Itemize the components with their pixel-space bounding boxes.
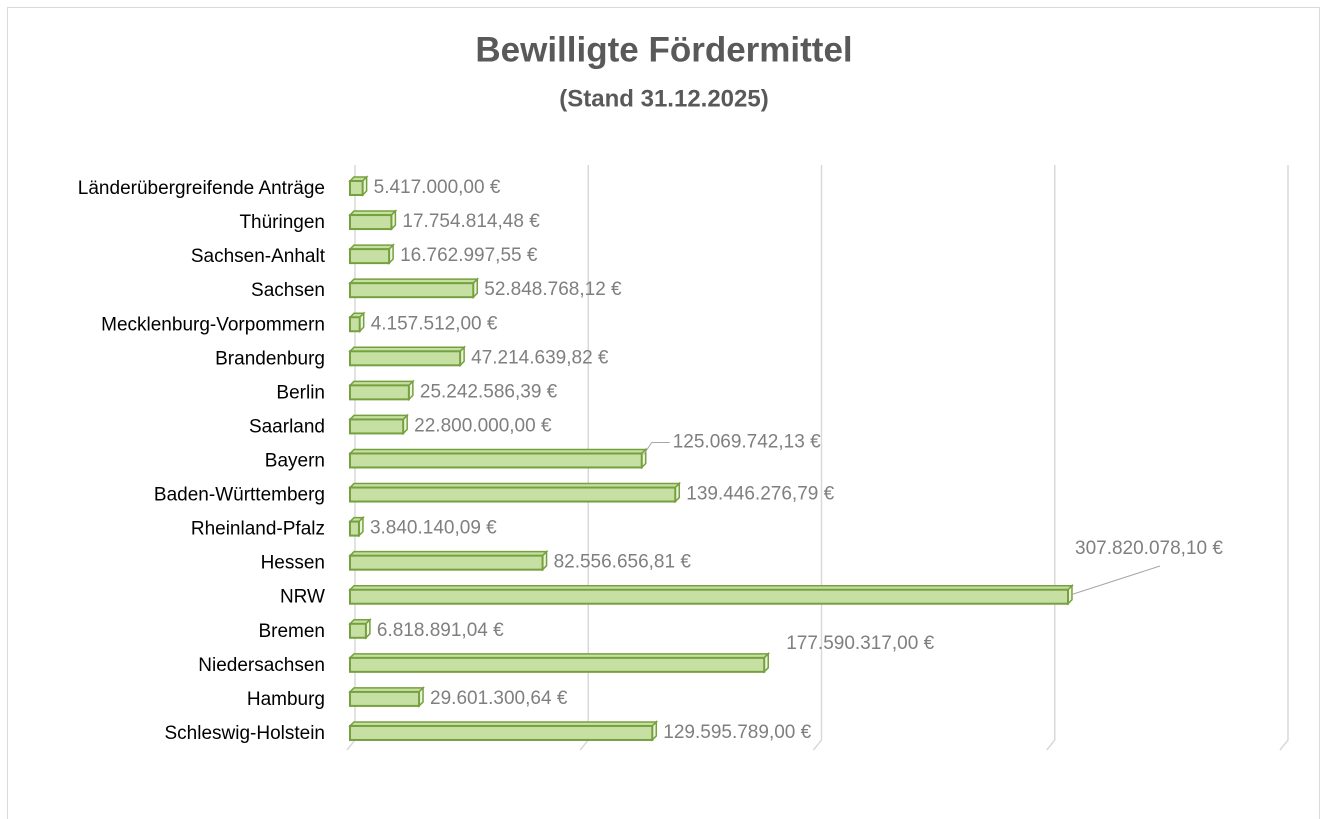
leader-line	[643, 441, 670, 455]
bar-front	[349, 180, 364, 196]
y-tick-label: Berlin	[276, 382, 325, 403]
bar	[348, 447, 648, 470]
value-label: 82.556.656,81 €	[554, 552, 692, 573]
bar-front	[349, 452, 643, 469]
value-label: 139.446.276,79 €	[686, 484, 834, 505]
value-label: 25.242.586,39 €	[420, 381, 558, 402]
y-tick-label: Thüringen	[239, 212, 325, 233]
bar	[348, 652, 771, 674]
value-label: 29.601.300,64 €	[430, 688, 568, 709]
bar-front	[349, 622, 367, 639]
bar-front	[349, 384, 410, 401]
y-tick-label: Niedersachsen	[198, 655, 325, 676]
chart-title: Bewilligte Fördermittel	[475, 30, 852, 69]
value-label: 129.595.789,00 €	[663, 722, 811, 743]
value-label: 5.417.000,00 €	[374, 177, 501, 198]
bar	[348, 175, 369, 197]
bar	[348, 277, 480, 299]
y-tick-label: Mecklenburg-Vorpommern	[101, 314, 325, 335]
y-tick-label: Brandenburg	[215, 348, 325, 369]
grid-line	[1046, 165, 1056, 751]
value-label: 47.214.639,82 €	[471, 347, 609, 368]
bar	[348, 209, 398, 231]
bar-front	[349, 316, 361, 333]
chart-subtitle: (Stand 31.12.2025)	[559, 85, 768, 112]
bar	[348, 583, 1074, 606]
bar	[348, 481, 682, 504]
value-label: 3.840.140,09 €	[370, 518, 497, 539]
y-tick-label: Baden-Württemberg	[154, 485, 325, 506]
bar-front	[349, 656, 766, 673]
grid-line	[1279, 165, 1289, 751]
value-label: 4.157.512,00 €	[371, 313, 498, 334]
bar	[348, 549, 549, 572]
value-label: 52.848.768,12 €	[484, 279, 622, 300]
bar-front	[349, 690, 421, 707]
bar-front	[349, 520, 360, 537]
y-tick-label: Bremen	[258, 621, 325, 642]
value-label: 17.754.814,48 €	[402, 211, 540, 232]
bar-front	[349, 248, 391, 265]
y-tick-label: NRW	[280, 587, 325, 608]
bar	[348, 243, 395, 265]
bar	[348, 515, 365, 538]
y-tick-label: Saarland	[249, 416, 325, 437]
y-tick-label: Länderübergreifende Anträge	[78, 178, 325, 199]
bar-front	[349, 724, 654, 741]
bar	[348, 686, 425, 708]
value-label: 16.762.997,55 €	[400, 245, 538, 266]
y-tick-label: Hamburg	[247, 689, 325, 710]
bar-front	[349, 554, 544, 571]
y-tick-label: Rheinland-Pfalz	[191, 519, 325, 540]
bar	[348, 720, 659, 742]
y-tick-label: Bayern	[265, 450, 325, 471]
bar	[348, 413, 409, 436]
bar-front	[349, 214, 393, 231]
leader-line	[1070, 565, 1161, 596]
bar-front	[349, 588, 1069, 605]
y-tick-label: Schleswig-Holstein	[164, 723, 325, 744]
bar	[348, 311, 366, 334]
y-tick-label: Hessen	[261, 553, 325, 574]
bar	[348, 617, 372, 640]
value-label: 307.820.078,10 €	[1075, 538, 1223, 559]
value-label: 125.069.742,13 €	[673, 431, 821, 452]
bar-front	[349, 418, 405, 435]
y-tick-label: Sachsen-Anhalt	[191, 246, 326, 267]
chart-frame	[7, 7, 1320, 819]
bar-front	[349, 486, 677, 503]
bar	[348, 345, 466, 368]
bar-front	[349, 350, 462, 367]
value-label: 22.800.000,00 €	[414, 415, 552, 436]
y-tick-label: Sachsen	[251, 280, 325, 301]
value-label: 6.818.891,04 €	[377, 620, 504, 641]
bar-front	[349, 282, 475, 299]
value-label: 177.590.317,00 €	[786, 633, 934, 654]
grid-line	[812, 165, 823, 751]
bar	[348, 379, 415, 402]
